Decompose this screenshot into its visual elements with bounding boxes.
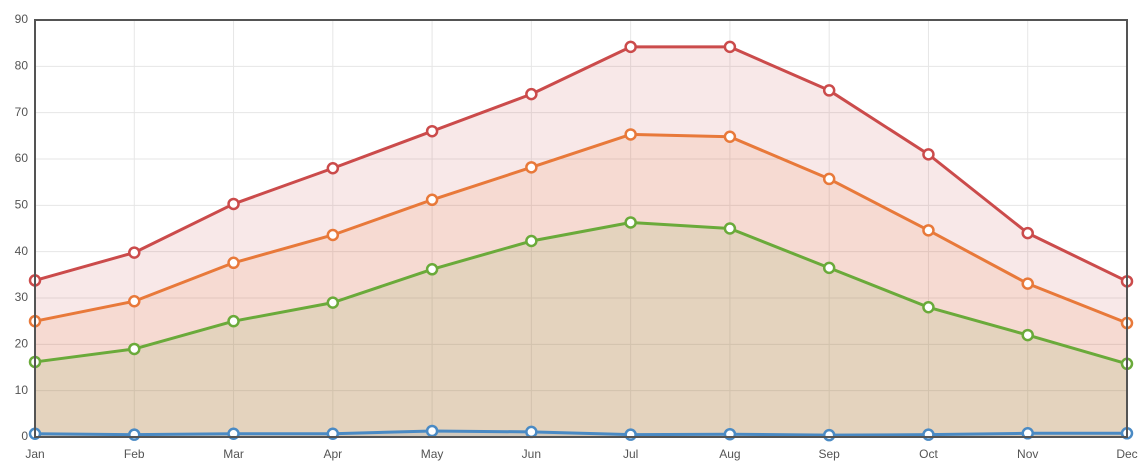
x-tick-label: Jan <box>25 447 44 461</box>
x-tick-label: Mar <box>223 447 244 461</box>
x-tick-label: Jun <box>522 447 541 461</box>
point <box>525 234 538 248</box>
area <box>35 134 1127 437</box>
x-tick-label: Apr <box>323 447 342 461</box>
y-tick-label: 0 <box>21 429 28 443</box>
area <box>35 222 1127 437</box>
y-tick-label: 90 <box>15 12 29 26</box>
point <box>822 84 836 97</box>
point <box>525 161 538 174</box>
line <box>34 220 1128 366</box>
point <box>624 216 637 229</box>
area <box>35 46 1127 438</box>
point <box>425 424 439 438</box>
point <box>624 40 637 54</box>
line <box>34 132 1128 325</box>
x-tick-label: Sep <box>819 447 841 461</box>
y-tick-label: 50 <box>15 198 29 212</box>
point <box>922 224 935 237</box>
x-tick-label: Oct <box>919 447 938 461</box>
y-tick-label: 20 <box>15 337 29 351</box>
point <box>624 428 637 441</box>
areas <box>35 46 1127 438</box>
point <box>723 40 737 54</box>
y-tick-label: 80 <box>15 59 29 73</box>
point <box>128 342 141 356</box>
point <box>822 261 836 275</box>
point <box>822 428 836 442</box>
point <box>128 294 141 308</box>
point <box>425 263 439 276</box>
point <box>425 124 439 138</box>
point <box>1021 427 1034 440</box>
point <box>227 314 240 328</box>
lines <box>34 45 1128 437</box>
point <box>1021 277 1034 290</box>
point <box>922 428 935 441</box>
line <box>34 45 1128 283</box>
point <box>227 256 240 270</box>
point <box>227 197 240 211</box>
point <box>128 428 141 441</box>
point <box>326 296 340 309</box>
labels: 0 10 20 30 40 50 60 70 80 90 Jan Feb Mar Apr May Jun Jul… <box>15 12 1138 461</box>
point <box>1021 328 1034 342</box>
line <box>34 429 1127 437</box>
y-tick-label: 70 <box>15 105 29 119</box>
y-tick-label: 60 <box>15 151 29 165</box>
point <box>1021 226 1034 240</box>
x-tick-label: Jul <box>623 447 638 461</box>
point <box>425 193 439 207</box>
point <box>326 162 340 175</box>
x-tick-label: Aug <box>719 447 740 461</box>
plot-border <box>34 19 1128 438</box>
point <box>525 87 538 101</box>
y-tick-label: 10 <box>15 383 29 397</box>
y-tick-label: 40 <box>15 244 29 258</box>
y-tick-label: 30 <box>15 290 29 304</box>
point <box>723 130 737 144</box>
x-tick-label: Dec <box>1116 447 1137 461</box>
points <box>28 40 1134 442</box>
point <box>326 228 340 242</box>
point <box>723 222 737 235</box>
point <box>922 301 935 314</box>
point <box>822 172 836 186</box>
x-tick-label: Feb <box>124 447 145 461</box>
point <box>128 246 141 259</box>
point <box>525 425 538 439</box>
point <box>624 128 637 141</box>
x-tick-label: Nov <box>1017 447 1038 461</box>
point <box>922 148 935 161</box>
x-tick-label: May <box>421 447 444 461</box>
